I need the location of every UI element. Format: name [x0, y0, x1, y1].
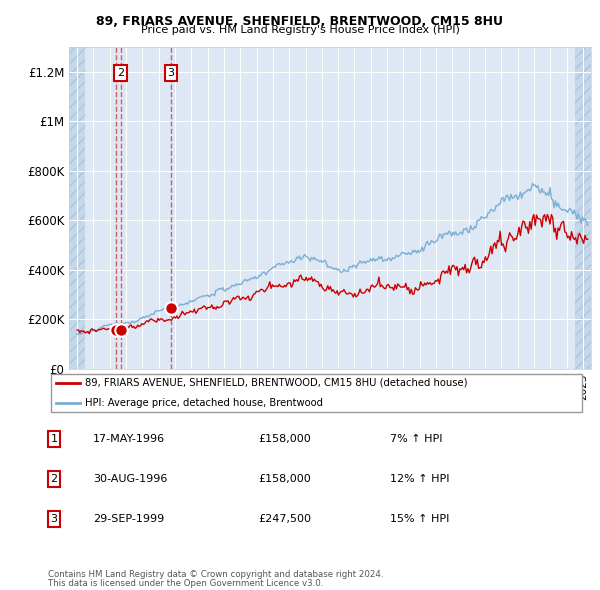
Text: 3: 3 — [167, 68, 175, 78]
Text: 30-AUG-1996: 30-AUG-1996 — [93, 474, 167, 484]
FancyBboxPatch shape — [50, 373, 583, 412]
Text: 12% ↑ HPI: 12% ↑ HPI — [390, 474, 449, 484]
Text: 2: 2 — [50, 474, 58, 484]
Text: £158,000: £158,000 — [258, 474, 311, 484]
Bar — [575, 47, 591, 369]
Text: 2: 2 — [117, 68, 124, 78]
Text: 1: 1 — [50, 434, 58, 444]
Text: £247,500: £247,500 — [258, 514, 311, 524]
Text: 29-SEP-1999: 29-SEP-1999 — [93, 514, 164, 524]
Text: Contains HM Land Registry data © Crown copyright and database right 2024.: Contains HM Land Registry data © Crown c… — [48, 571, 383, 579]
Text: Price paid vs. HM Land Registry's House Price Index (HPI): Price paid vs. HM Land Registry's House … — [140, 25, 460, 35]
Text: £158,000: £158,000 — [258, 434, 311, 444]
Text: HPI: Average price, detached house, Brentwood: HPI: Average price, detached house, Bren… — [85, 398, 323, 408]
Text: This data is licensed under the Open Government Licence v3.0.: This data is licensed under the Open Gov… — [48, 579, 323, 588]
Text: 17-MAY-1996: 17-MAY-1996 — [93, 434, 165, 444]
Bar — [69, 47, 85, 369]
Text: 89, FRIARS AVENUE, SHENFIELD, BRENTWOOD, CM15 8HU (detached house): 89, FRIARS AVENUE, SHENFIELD, BRENTWOOD,… — [85, 378, 467, 388]
Text: 3: 3 — [50, 514, 58, 524]
Text: 89, FRIARS AVENUE, SHENFIELD, BRENTWOOD, CM15 8HU: 89, FRIARS AVENUE, SHENFIELD, BRENTWOOD,… — [97, 15, 503, 28]
Text: 15% ↑ HPI: 15% ↑ HPI — [390, 514, 449, 524]
Text: 7% ↑ HPI: 7% ↑ HPI — [390, 434, 443, 444]
